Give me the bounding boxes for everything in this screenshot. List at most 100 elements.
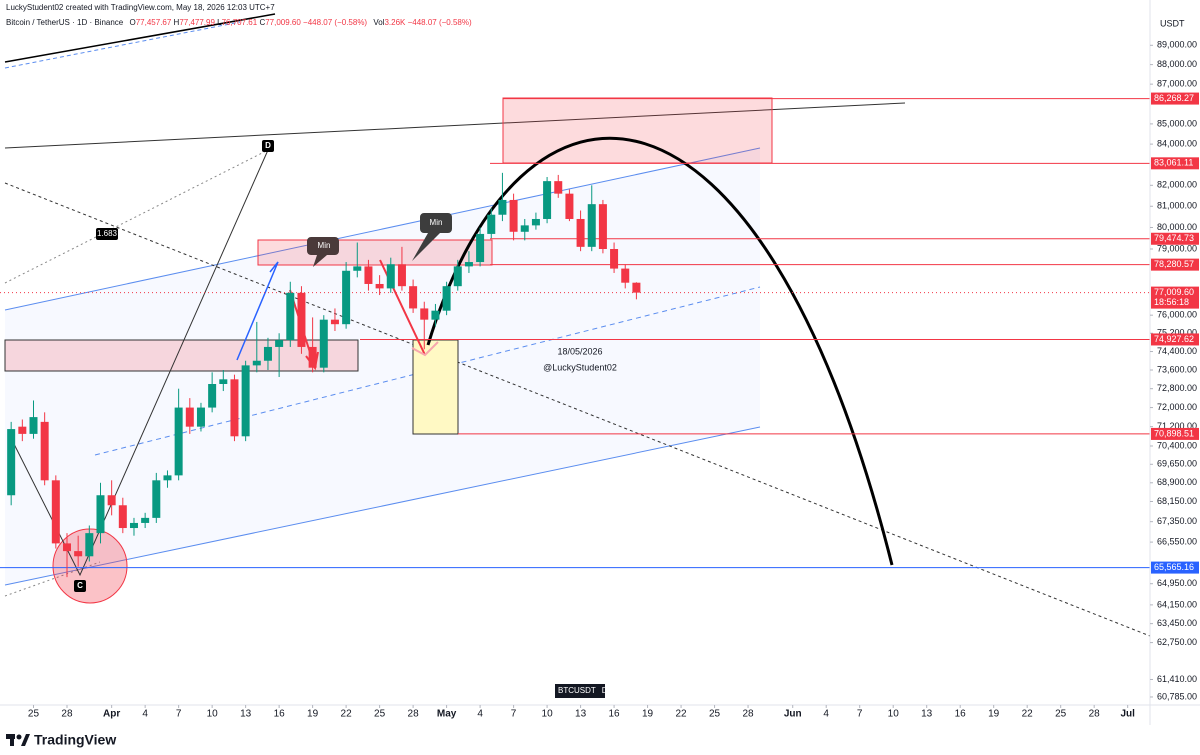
candle-body [531, 218, 540, 226]
candle-body [129, 522, 138, 529]
price-label-box [1151, 232, 1199, 245]
currency: USDT [1160, 18, 1185, 28]
volume-key: Vol [373, 18, 384, 27]
brand: TradingView [34, 732, 116, 748]
y-tick-label: 63,450.00 [1157, 618, 1197, 628]
candle-body [598, 204, 607, 250]
candle-body [487, 214, 496, 234]
candle-body [241, 365, 250, 437]
trend-line [4, 102, 906, 149]
y-tick-label: 85,000.00 [1157, 118, 1197, 128]
badge-symbol: BTCUSDT [558, 686, 596, 695]
ohlc-key: C [259, 18, 265, 27]
x-tick-label: 19 [307, 709, 319, 720]
ohlc-value: 76,707.61 [222, 18, 258, 27]
candle-body [431, 310, 440, 320]
countdown: 18:56:18 [1154, 297, 1189, 307]
channel-upper [4, 147, 761, 311]
highlight-circle [52, 528, 128, 604]
x-tick-label: 13 [575, 709, 587, 720]
candle-body [520, 225, 529, 232]
badge-interval: D [602, 686, 608, 695]
candle-body [163, 475, 172, 481]
plot [0, 98, 1150, 578]
candle-body [85, 533, 94, 557]
ohlc-value: 77,457.67 [136, 18, 172, 27]
candle-body [62, 543, 71, 552]
x-tick-label: 10 [888, 709, 900, 720]
price-label: 78,280.57 [1154, 259, 1194, 269]
ohlc-key: L [217, 18, 222, 27]
candle-body [18, 426, 27, 434]
pattern-line [11, 149, 269, 577]
x-tick-label: 28 [1089, 709, 1101, 720]
arrow [236, 261, 279, 361]
candle-body [386, 264, 395, 289]
candle-body [409, 286, 418, 309]
x-tick-label: 25 [28, 709, 40, 720]
candle-body [51, 480, 60, 544]
last-price-label: 77,009.60 [1154, 287, 1194, 297]
price-label-box [1151, 333, 1199, 346]
ratio-box [96, 228, 118, 240]
x-tick-label: Apr [103, 709, 120, 720]
candle-body [40, 421, 49, 481]
x-tick-label: 7 [857, 709, 863, 720]
x-tick-label: Jul [1120, 709, 1135, 720]
candle-body [587, 204, 596, 247]
y-tick-label: 74,400.00 [1157, 346, 1197, 356]
logo-mark [21, 734, 30, 746]
x-tick-label: 4 [142, 709, 148, 720]
ohlc-value: 77,009.60 [265, 18, 301, 27]
x-tick-label: 22 [676, 709, 688, 720]
x-tick-label: 28 [61, 709, 73, 720]
candle-body [252, 360, 261, 366]
x-tick-label: 10 [542, 709, 554, 720]
price-label: 70,898.51 [1154, 428, 1194, 438]
point-box [262, 140, 274, 152]
y-tick-label: 82,000.00 [1157, 180, 1197, 190]
ohlc-key: H [174, 18, 180, 27]
candle-body [375, 283, 384, 289]
arrow-head [411, 341, 439, 357]
candle-body [263, 346, 272, 361]
callout [412, 213, 452, 261]
y-tick-label: 66,550.00 [1157, 536, 1197, 546]
candle-body [141, 517, 150, 523]
x-tick-label: 4 [477, 709, 483, 720]
candle-body [397, 264, 406, 287]
candle-body [208, 384, 217, 408]
y-tick-label: 67,350.00 [1157, 516, 1197, 526]
candle-body [364, 266, 373, 284]
candle-body [152, 480, 161, 518]
x-tick-label: 25 [1055, 709, 1067, 720]
candle-body [74, 551, 83, 557]
zone [257, 239, 493, 266]
y-tick-label: 68,150.00 [1157, 496, 1197, 506]
legend-line: Bitcoin / TetherUS · 1D · Binance O77,45… [6, 18, 472, 27]
y-tick-label: 87,000.00 [1157, 79, 1197, 89]
candle-body [308, 346, 317, 368]
date-note: 18/05/2026 [557, 346, 602, 356]
candle-body [196, 407, 205, 427]
fib-line [4, 561, 101, 597]
x-tick-label: May [437, 709, 457, 720]
y-tick-label: 71,200.00 [1157, 421, 1197, 431]
x-tick-label: 16 [609, 709, 621, 720]
y-tick-label: 62,750.00 [1157, 637, 1197, 647]
y-tick-label: 88,000.00 [1157, 59, 1197, 69]
y-tick-label: 80,000.00 [1157, 222, 1197, 232]
drawings: D C 1.683 Min Min 18/05/2026 @LuckyStude… [4, 13, 1151, 637]
candle-body [565, 193, 574, 219]
candle-body [621, 268, 630, 283]
x-tick-label: 7 [176, 709, 182, 720]
symbol-badge-text: BTCUSDT D [558, 686, 608, 695]
volume: 3.26K [384, 18, 406, 27]
x-tick-label: 16 [955, 709, 967, 720]
x-tick-label: 13 [921, 709, 933, 720]
x-tick-label: Jun [784, 709, 802, 720]
y-tick-label: 61,410.00 [1157, 674, 1197, 684]
candle-body [107, 495, 116, 506]
